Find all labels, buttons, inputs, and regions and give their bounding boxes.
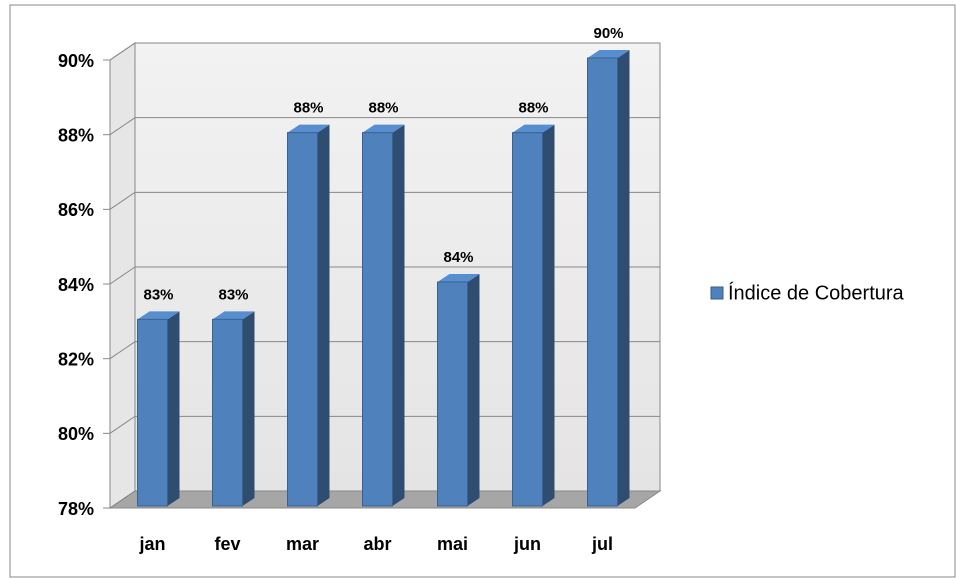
data-label: 84%: [443, 249, 473, 266]
bar-side: [317, 124, 330, 507]
x-tick-label: jul: [591, 534, 613, 554]
x-tick-label: mai: [437, 534, 468, 554]
data-label: 88%: [368, 100, 398, 117]
bar-side: [242, 311, 255, 506]
bar-side: [617, 50, 630, 506]
grid-line: [109, 191, 660, 210]
x-tick-label: abr: [363, 534, 391, 554]
legend-swatch: [710, 286, 724, 300]
bar: [137, 318, 168, 507]
grid-line: [109, 341, 660, 360]
grid-line: [109, 117, 660, 136]
bar-side: [392, 124, 405, 507]
bar-top: [137, 311, 180, 320]
bar-top: [437, 274, 480, 282]
grid: [109, 42, 660, 509]
grid-line: [109, 266, 660, 285]
y-tick-label: 86%: [58, 200, 94, 220]
bar-side: [467, 274, 480, 506]
y-tick-label: 78%: [58, 499, 94, 519]
grid-line: [109, 415, 660, 434]
y-tick-label: 82%: [58, 349, 94, 369]
data-label: 83%: [218, 286, 248, 303]
data-label: 90%: [593, 25, 623, 42]
bar-top: [512, 124, 555, 133]
bar: [287, 132, 318, 507]
bar-top: [587, 50, 630, 58]
legend-label: Índice de Cobertura: [728, 281, 905, 304]
y-tick-label: 88%: [58, 125, 94, 145]
bar-side: [542, 124, 555, 507]
bar: [437, 281, 468, 507]
bar: [587, 57, 618, 507]
y-tick-label: 80%: [58, 424, 94, 444]
x-tick-label: jan: [138, 534, 165, 554]
bar: [512, 132, 543, 507]
data-label: 88%: [293, 100, 323, 117]
bars: [137, 50, 630, 507]
y-tick-label: 90%: [58, 51, 94, 71]
bar: [362, 132, 393, 507]
bar-top: [287, 124, 330, 133]
bar-top: [212, 311, 255, 320]
bar-side: [167, 311, 180, 506]
x-tick-label: fev: [214, 534, 240, 554]
x-tick-label: mar: [286, 534, 319, 554]
bar-top: [362, 124, 405, 133]
bar: [212, 318, 243, 507]
y-tick-label: 84%: [58, 275, 94, 295]
grid-line: [109, 42, 660, 61]
data-label: 83%: [143, 286, 173, 303]
x-tick-label: jun: [513, 534, 541, 554]
grid-line: [109, 490, 660, 509]
data-label: 88%: [518, 100, 548, 117]
